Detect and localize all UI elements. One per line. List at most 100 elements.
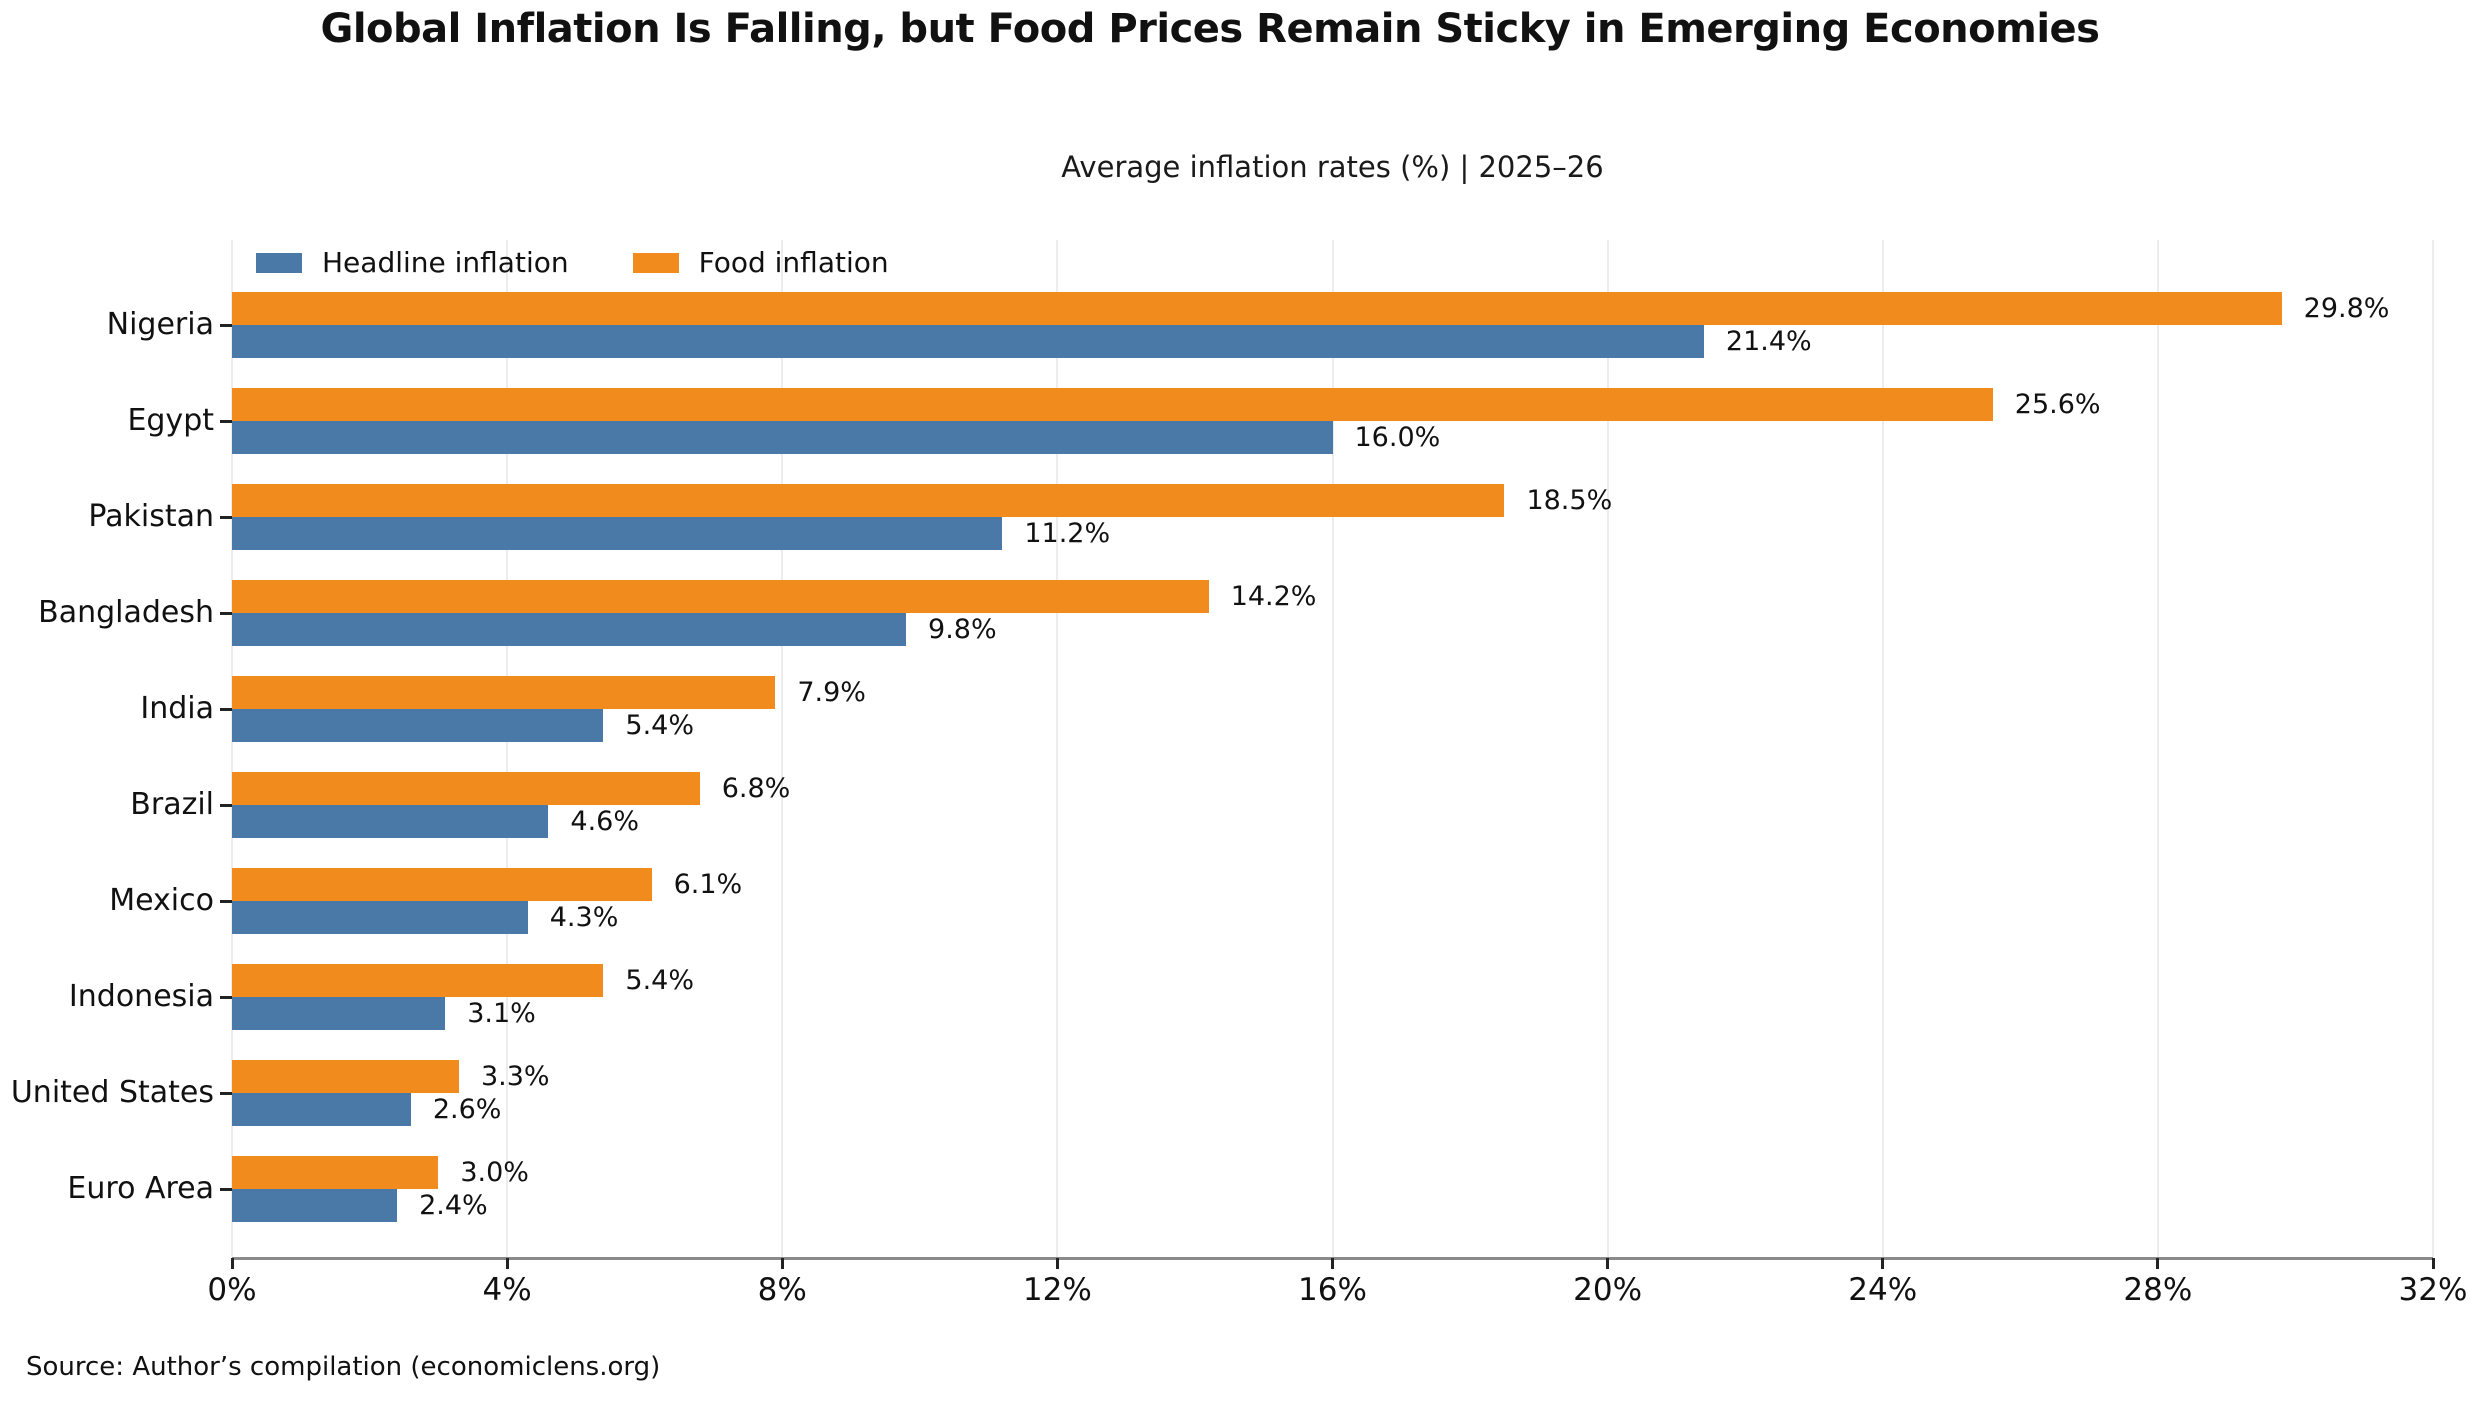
headline-value-label: 5.4% xyxy=(625,710,695,741)
category-label: Brazil xyxy=(130,787,214,822)
headline-value-label: 9.8% xyxy=(928,614,997,645)
food-inflation-bar xyxy=(232,292,2282,325)
headline-value-label: 4.3% xyxy=(549,902,619,933)
bar-row: 3.0% 2.4% xyxy=(232,1156,2433,1222)
gridline xyxy=(1606,240,1609,1257)
x-axis-tick xyxy=(1881,1258,1885,1269)
bar-row: 7.9% 5.4% xyxy=(232,676,2433,742)
y-axis-tick xyxy=(220,1188,232,1191)
bar-row: 6.8% 4.6% xyxy=(232,772,2433,838)
bar-row: 14.2% 9.8% xyxy=(232,580,2433,646)
legend: Headline inflation Food inflation xyxy=(256,246,889,279)
x-axis-tick xyxy=(1331,1258,1334,1269)
y-axis-tick xyxy=(220,804,232,807)
food-inflation-bar xyxy=(232,964,604,997)
food-inflation-bar xyxy=(232,1060,459,1093)
gridline xyxy=(506,240,509,1257)
chart-subtitle: Average inflation rates (%) | 2025–26 xyxy=(1061,150,1604,184)
y-axis-tick xyxy=(220,900,232,903)
chart-title: Global Inflation Is Falling, but Food Pr… xyxy=(320,6,2100,52)
legend-item-headline: Headline inflation xyxy=(256,246,569,279)
legend-item-food: Food inflation xyxy=(632,246,889,279)
headline-inflation-bar xyxy=(232,1093,411,1126)
food-inflation-bar xyxy=(232,868,652,901)
headline-value-label: 11.2% xyxy=(1024,518,1111,549)
category-label: Pakistan xyxy=(88,499,214,534)
source-note: Source: Author’s compilation (economicle… xyxy=(26,1352,661,1382)
x-axis-tick-label: 16% xyxy=(1298,1272,1367,1308)
x-axis-tick xyxy=(2431,1258,2435,1269)
y-axis-tick xyxy=(220,324,232,327)
headline-legend-swatch xyxy=(256,252,302,273)
y-axis-tick xyxy=(220,996,232,999)
headline-inflation-bar xyxy=(232,613,907,646)
food-value-label: 5.4% xyxy=(625,965,695,996)
bar-row: 3.3% 2.6% xyxy=(232,1060,2433,1126)
category-label: Euro Area xyxy=(67,1171,214,1206)
gridline xyxy=(1056,240,1059,1257)
bar-row: 18.5% 11.2% xyxy=(232,484,2433,550)
category-label: Mexico xyxy=(109,883,214,918)
food-value-label: 3.3% xyxy=(480,1061,550,1092)
gridline xyxy=(1881,240,1884,1257)
gridline xyxy=(2156,240,2159,1257)
food-inflation-bar xyxy=(232,772,700,805)
category-label: Nigeria xyxy=(106,307,214,342)
category-label: United States xyxy=(10,1075,214,1110)
y-axis-tick xyxy=(220,420,232,423)
category-label: India xyxy=(140,691,214,726)
food-value-label: 25.6% xyxy=(2014,389,2101,420)
x-axis-tick-label: 20% xyxy=(1573,1272,1643,1308)
headline-value-label: 2.4% xyxy=(419,1190,488,1221)
bar-row: 29.8% 21.4% xyxy=(232,292,2433,358)
x-axis-tick xyxy=(1606,1258,1610,1269)
x-axis-tick-label: 8% xyxy=(757,1272,807,1308)
legend-label: Headline inflation xyxy=(322,246,569,279)
headline-value-label: 2.6% xyxy=(432,1094,502,1125)
headline-value-label: 4.6% xyxy=(570,806,639,837)
y-axis-tick xyxy=(220,516,232,519)
food-inflation-bar xyxy=(232,388,1993,421)
headline-inflation-bar xyxy=(232,805,549,838)
headline-inflation-bar xyxy=(232,1189,398,1222)
y-axis-tick xyxy=(220,612,232,615)
headline-inflation-bar xyxy=(232,325,1704,358)
x-axis-tick-label: 12% xyxy=(1022,1272,1092,1308)
x-axis-tick-label: 28% xyxy=(2123,1272,2193,1308)
x-axis-tick-label: 4% xyxy=(482,1272,532,1308)
x-axis-tick-label: 32% xyxy=(2398,1272,2468,1308)
y-axis-tick xyxy=(220,1092,232,1095)
headline-value-label: 21.4% xyxy=(1725,326,1812,357)
headline-inflation-bar xyxy=(232,709,604,742)
category-label: Bangladesh xyxy=(38,595,214,630)
x-axis-tick-label: 0% xyxy=(207,1272,257,1308)
x-axis-tick xyxy=(1055,1258,1059,1269)
food-value-label: 6.1% xyxy=(673,869,743,900)
food-value-label: 6.8% xyxy=(721,773,791,804)
food-value-label: 18.5% xyxy=(1526,485,1613,516)
bar-row: 5.4% 3.1% xyxy=(232,964,2433,1030)
headline-inflation-bar xyxy=(232,997,446,1030)
food-inflation-bar xyxy=(232,676,776,709)
gridline xyxy=(781,240,784,1257)
food-legend-swatch xyxy=(632,252,679,273)
food-inflation-bar xyxy=(232,484,1505,517)
food-value-label: 7.9% xyxy=(797,677,866,708)
category-label: Indonesia xyxy=(68,979,214,1014)
food-value-label: 14.2% xyxy=(1230,581,1317,612)
gridline xyxy=(2432,240,2434,1257)
gridline xyxy=(231,240,233,1257)
headline-value-label: 3.1% xyxy=(467,998,536,1029)
legend-label: Food inflation xyxy=(698,246,889,279)
food-value-label: 3.0% xyxy=(460,1157,529,1188)
category-label: Egypt xyxy=(127,403,214,438)
food-value-label: 29.8% xyxy=(2303,293,2390,324)
food-inflation-bar xyxy=(232,580,1209,613)
headline-inflation-bar xyxy=(232,517,1003,550)
bar-row: 25.6% 16.0% xyxy=(232,388,2433,454)
gridline xyxy=(1331,240,1334,1257)
x-axis-tick xyxy=(2156,1258,2160,1269)
headline-value-label: 16.0% xyxy=(1354,422,1441,453)
x-axis-tick-label: 24% xyxy=(1848,1272,1918,1308)
